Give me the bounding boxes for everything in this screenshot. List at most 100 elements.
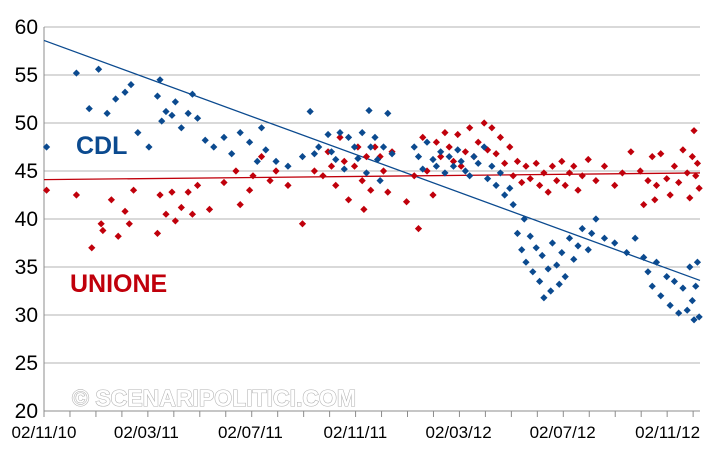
point-unione xyxy=(513,157,522,165)
point-cdl xyxy=(419,165,427,173)
point-unione xyxy=(114,232,122,240)
point-cdl xyxy=(236,129,244,137)
point-cdl xyxy=(103,109,111,117)
point-unione xyxy=(441,129,449,137)
point-cdl xyxy=(354,154,362,163)
point-unione xyxy=(298,220,307,228)
point-cdl xyxy=(692,282,700,290)
point-unione xyxy=(449,157,458,165)
series-label-unione: UNIONE xyxy=(70,270,167,298)
y-tick-label: 55 xyxy=(15,64,38,87)
point-unione xyxy=(501,159,509,167)
point-unione xyxy=(480,119,488,127)
point-unione xyxy=(437,153,445,161)
point-cdl xyxy=(454,146,462,154)
point-cdl xyxy=(548,239,557,247)
point-cdl xyxy=(558,249,566,257)
point-unione xyxy=(177,203,185,212)
point-unione xyxy=(310,167,319,175)
point-unione xyxy=(99,226,107,235)
point-cdl xyxy=(228,150,236,158)
point-unione xyxy=(153,229,162,237)
point-unione xyxy=(205,205,214,213)
point-unione xyxy=(693,159,702,167)
point-unione xyxy=(461,148,470,156)
x-tick-label: 02/11/12 xyxy=(635,423,700,442)
series-label-cdl: CDL xyxy=(76,132,127,160)
point-cdl xyxy=(376,177,384,185)
point-unione xyxy=(42,186,51,194)
point-cdl xyxy=(623,249,631,257)
point-unione xyxy=(648,153,656,161)
point-unione xyxy=(257,153,266,161)
point-cdl xyxy=(496,169,504,177)
point-unione xyxy=(506,143,514,151)
x-tick-marks xyxy=(43,411,694,417)
point-unione xyxy=(570,162,578,170)
point-cdl xyxy=(686,263,694,271)
point-unione xyxy=(578,172,586,180)
point-unione xyxy=(692,172,700,180)
point-unione xyxy=(236,201,244,209)
point-cdl xyxy=(445,153,453,161)
point-cdl xyxy=(373,155,382,164)
point-unione xyxy=(360,205,368,213)
point-unione xyxy=(695,184,703,192)
x-tick-label: 02/11/10 xyxy=(12,423,77,442)
point-unione xyxy=(574,186,582,194)
point-unione xyxy=(679,146,687,154)
series-unione xyxy=(42,119,703,252)
point-cdl xyxy=(423,138,431,146)
point-cdl xyxy=(344,133,353,141)
point-cdl xyxy=(652,258,661,266)
y-tick-label: 30 xyxy=(15,304,38,327)
point-unione xyxy=(558,157,566,165)
point-unione xyxy=(245,186,254,194)
point-unione xyxy=(690,127,698,135)
point-cdl xyxy=(532,244,540,252)
point-cdl xyxy=(584,246,592,254)
point-unione xyxy=(414,225,423,233)
y-tick-label: 40 xyxy=(15,208,38,231)
point-unione xyxy=(553,177,561,185)
point-unione xyxy=(466,124,474,132)
point-unione xyxy=(336,133,344,141)
point-unione xyxy=(536,181,544,189)
point-cdl xyxy=(526,232,534,240)
point-unione xyxy=(340,157,348,165)
point-unione xyxy=(492,150,500,158)
point-cdl xyxy=(688,297,696,305)
point-unione xyxy=(540,169,548,177)
point-unione xyxy=(402,198,411,206)
point-cdl xyxy=(657,292,665,300)
axes xyxy=(43,27,700,412)
point-cdl xyxy=(310,150,319,158)
point-cdl xyxy=(201,136,209,144)
point-cdl xyxy=(257,124,266,132)
point-cdl xyxy=(501,191,509,199)
point-cdl xyxy=(675,309,683,317)
point-unione xyxy=(332,181,340,189)
point-cdl xyxy=(574,242,582,250)
point-cdl xyxy=(570,255,578,263)
point-cdl xyxy=(644,268,652,276)
point-cdl xyxy=(679,284,687,292)
point-cdl xyxy=(565,234,574,242)
point-cdl xyxy=(153,92,162,100)
point-cdl xyxy=(72,69,81,77)
point-unione xyxy=(644,177,652,185)
point-unione xyxy=(548,162,557,170)
x-tick-label: 02/11/11 xyxy=(324,423,388,442)
point-cdl xyxy=(332,155,340,164)
point-unione xyxy=(474,138,482,146)
point-unione xyxy=(121,207,129,215)
point-unione xyxy=(319,172,327,180)
point-unione xyxy=(184,188,192,196)
point-cdl xyxy=(193,114,202,122)
point-cdl xyxy=(367,143,375,151)
point-cdl xyxy=(327,148,336,156)
point-cdl xyxy=(336,129,344,137)
point-unione xyxy=(429,191,437,199)
point-unione xyxy=(618,169,626,177)
